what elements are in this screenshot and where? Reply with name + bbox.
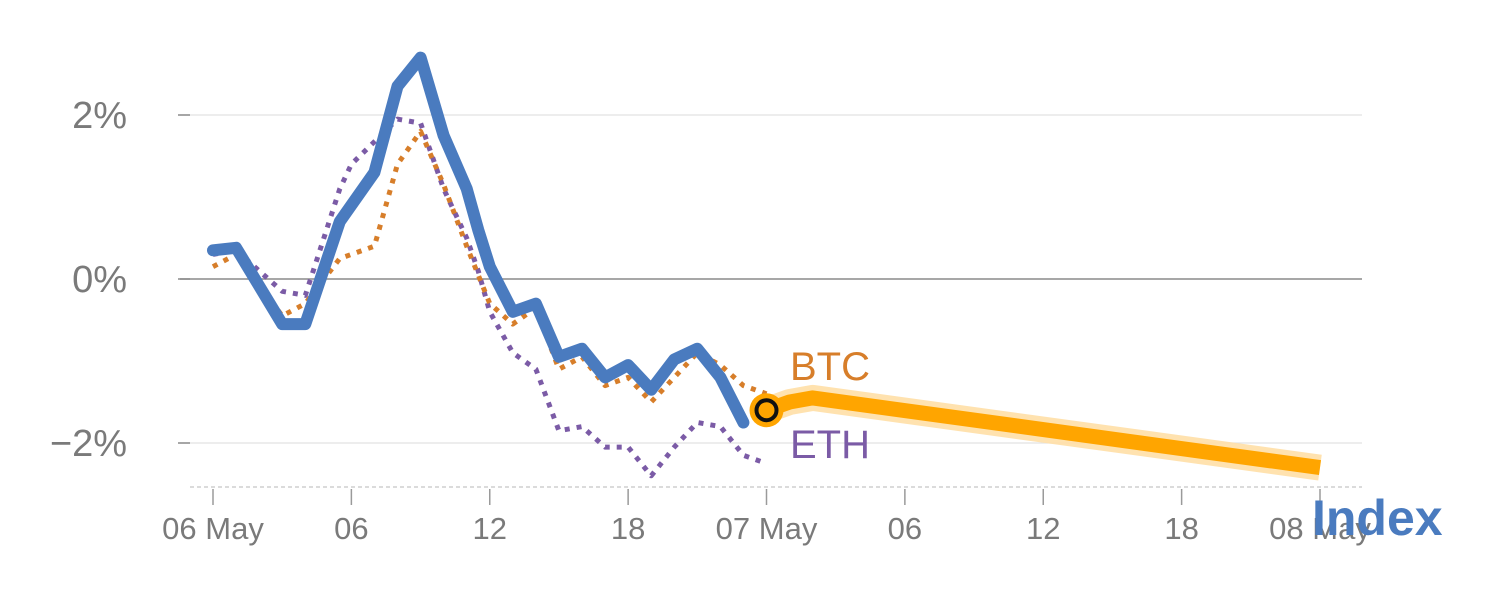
x-tick-label-4: 07 May [716, 511, 818, 546]
series-labels: BTC ETH Index [790, 345, 1443, 546]
x-axis: 06 May 06 12 18 07 May 06 12 18 08 May [162, 486, 1371, 546]
btc-label: BTC [790, 345, 870, 389]
x-tick-label-1: 06 [334, 511, 368, 546]
x-tick-label-5: 06 [888, 511, 922, 546]
y-axis: 2% 0% −2% [50, 95, 190, 465]
x-tick-label-0: 06 May [162, 511, 264, 546]
x-tick-label-8: 08 May [1269, 511, 1371, 546]
x-tick-label-7: 18 [1164, 511, 1198, 546]
x-tick-label-2: 12 [473, 511, 507, 546]
y-tick-label-1: 0% [72, 259, 127, 301]
y-tick-label-2: −2% [50, 423, 127, 465]
index-title: Index [1312, 490, 1443, 546]
y-tick-label-0: 2% [72, 95, 127, 137]
current-point-marker [754, 398, 779, 423]
eth-label: ETH [790, 423, 870, 467]
index-series-line [207, 51, 750, 429]
eth-series-line [212, 116, 768, 479]
series-lines [207, 51, 1322, 481]
x-tick-label-6: 12 [1026, 511, 1060, 546]
btc-series-line [211, 128, 768, 405]
x-tick-label-3: 18 [611, 511, 645, 546]
grid-lines [180, 114, 1362, 444]
